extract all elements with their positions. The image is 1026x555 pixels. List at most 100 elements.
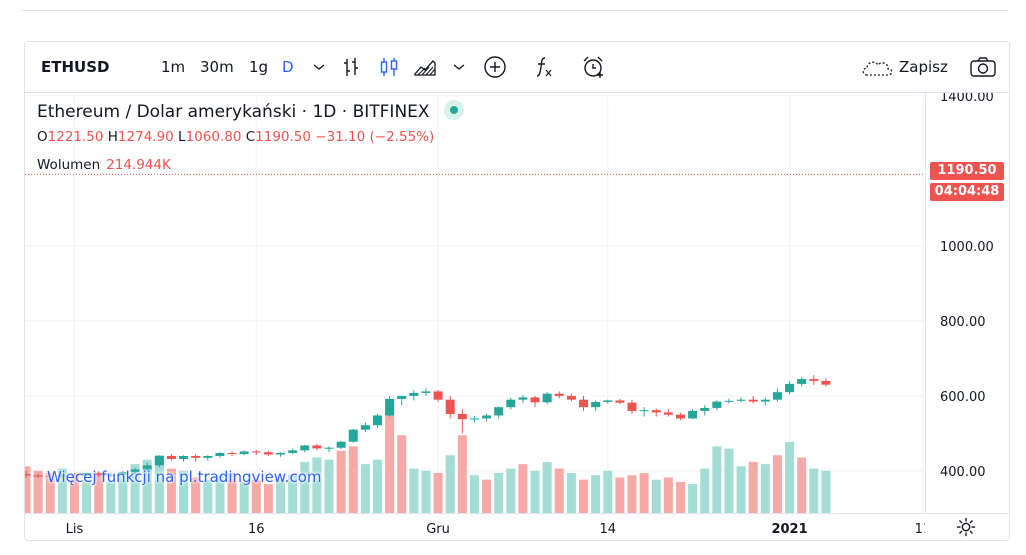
interval-30m[interactable]: 30m [200,58,234,76]
candle-body [506,399,516,408]
interval-1g[interactable]: 1g [249,58,269,76]
volume-bar [675,481,685,513]
candle-body [809,379,819,381]
candles-icon[interactable] [377,55,401,79]
volume-bar [409,468,419,513]
candle [348,428,358,443]
candle [688,409,698,420]
countdown-tag: 04:04:48 [930,183,1004,201]
candle [651,408,661,417]
price-tick-label: 400.00 [940,465,986,480]
candle [385,395,395,417]
volume-bar [518,464,528,513]
volume-bar [33,470,43,513]
candle-body [94,472,104,476]
low-value: 1060.80 [185,129,242,145]
candle-body [457,413,467,420]
candle [663,409,673,417]
volume-bar [372,459,382,513]
time-tick-label: Lis [66,522,84,537]
candle-body [542,393,552,403]
candle [203,455,213,461]
candle [191,454,201,462]
high-key: H [107,129,118,145]
volume-bar [724,448,734,513]
add-indicator-icon[interactable] [483,55,507,79]
time-tick-label: Gru [426,522,450,537]
candle-body [336,441,346,448]
candle-body [797,379,807,384]
time-axis[interactable]: Lis 16 Gru 14 2021 11 [25,513,1009,540]
candle-body [106,474,116,476]
candle-body [712,401,722,408]
price-tick-label: 600.00 [940,390,986,405]
volume-bar [179,470,189,513]
volume-bar [251,479,261,513]
price-chart[interactable] [25,92,925,513]
candle [615,398,625,405]
volume-bar [579,479,589,513]
candle [336,440,346,450]
high-value: 1274.90 [117,129,174,145]
candle [166,454,176,461]
candle [215,452,225,458]
fx-icon[interactable] [533,55,557,79]
candle [94,471,104,477]
price-axis[interactable]: 1400.00 1000.00 800.00 600.00 400.00 [925,90,1009,513]
candle-body [772,392,782,400]
candle-body [566,395,576,400]
settings-gear-icon[interactable] [955,516,977,538]
alarm-icon[interactable] [581,55,605,79]
candle-body [203,455,213,458]
candle-body [651,410,661,413]
last-price-tag: 1190.50 [930,162,1004,180]
candle [324,446,334,453]
chevron-down-icon[interactable] [447,55,471,79]
chevron-down-icon[interactable] [307,55,331,79]
candle [797,377,807,387]
candle-body [603,400,613,402]
candle [554,391,564,399]
save-button[interactable]: Zapisz [899,58,948,76]
interval-d[interactable]: D [282,58,294,76]
candle-body [130,469,140,473]
candle [118,470,128,477]
candle [760,397,770,406]
volume-bar [82,479,92,513]
candle [372,413,382,428]
candle [69,472,79,478]
camera-icon[interactable] [969,55,997,79]
area-chart-icon[interactable] [413,55,437,79]
volume-bar [288,475,298,513]
candle [494,406,504,419]
bar-chart-icon[interactable] [339,55,363,79]
candle-body [433,391,443,400]
interval-1m[interactable]: 1m [161,58,186,76]
volume-bar [360,464,370,513]
price-tick-label: 800.00 [940,315,986,330]
candle-body [591,401,601,408]
candle-body [25,473,31,476]
volume-bar [69,474,79,513]
chart-widget[interactable]: ETHUSD 1m 30m 1g D Zapisz 1400.00 1000.00… [24,41,1010,541]
symbol-search[interactable]: ETHUSD [41,58,110,76]
volume-bar [530,470,540,513]
market-status-icon [443,100,464,120]
chart-pane[interactable] [25,92,925,513]
volume-label: Wolumen [37,157,101,173]
volume-bar [615,477,625,513]
candle-body [663,412,673,415]
volume-bar [25,466,31,513]
chart-toolbar: ETHUSD 1m 30m 1g D Zapisz [25,42,1009,93]
candle-body [494,407,504,416]
cloud-icon[interactable] [861,55,895,79]
candle-body [191,455,201,458]
volume-bar [457,435,467,513]
candle [457,409,467,434]
candle-body [69,475,79,477]
volume-bar [348,446,358,513]
tradingview-link[interactable]: Więcej funkcji na pl.tradingview.com [47,468,322,486]
candle [748,395,758,404]
candle [603,399,613,404]
candle [82,472,92,478]
